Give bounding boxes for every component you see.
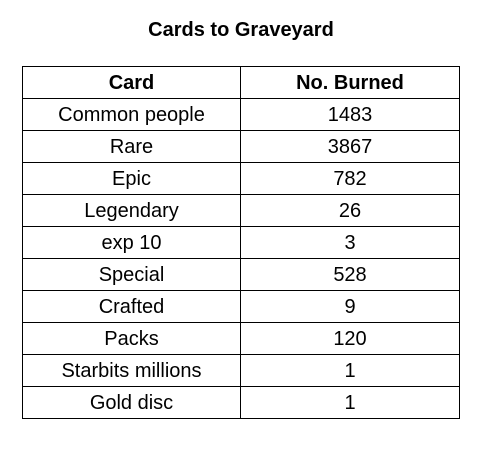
burned-count-cell: 528 xyxy=(240,258,460,291)
card-cell: Common people xyxy=(22,98,241,131)
card-cell: Starbits millions xyxy=(22,354,241,387)
card-cell: Gold disc xyxy=(22,386,241,419)
burned-count-cell: 120 xyxy=(240,322,460,355)
column-header-no-burned: No. Burned xyxy=(240,66,460,99)
burned-count-cell: 1483 xyxy=(240,98,460,131)
table-row: Special 528 xyxy=(22,258,460,291)
burned-count-cell: 9 xyxy=(240,290,460,323)
table-row: Crafted 9 xyxy=(22,290,460,323)
table-header-row: Card No. Burned xyxy=(22,66,460,99)
burned-count-cell: 782 xyxy=(240,162,460,195)
table-row: Epic 782 xyxy=(22,162,460,195)
table-row: Gold disc 1 xyxy=(22,386,460,419)
table-row: Starbits millions 1 xyxy=(22,354,460,387)
cards-burned-table: Card No. Burned Common people 1483 Rare … xyxy=(22,66,460,419)
card-cell: Rare xyxy=(22,130,241,163)
burned-count-cell: 3 xyxy=(240,226,460,259)
table-row: Rare 3867 xyxy=(22,130,460,163)
burned-count-cell: 3867 xyxy=(240,130,460,163)
table-row: exp 10 3 xyxy=(22,226,460,259)
table-row: Packs 120 xyxy=(22,322,460,355)
card-cell: Legendary xyxy=(22,194,241,227)
card-cell: Epic xyxy=(22,162,241,195)
table-row: Common people 1483 xyxy=(22,98,460,131)
table-row: Legendary 26 xyxy=(22,194,460,227)
burned-count-cell: 26 xyxy=(240,194,460,227)
burned-count-cell: 1 xyxy=(240,386,460,419)
card-cell: Crafted xyxy=(22,290,241,323)
column-header-card: Card xyxy=(22,66,241,99)
page-title: Cards to Graveyard xyxy=(148,19,334,41)
card-cell: Special xyxy=(22,258,241,291)
burned-count-cell: 1 xyxy=(240,354,460,387)
card-cell: exp 10 xyxy=(22,226,241,259)
card-cell: Packs xyxy=(22,322,241,355)
